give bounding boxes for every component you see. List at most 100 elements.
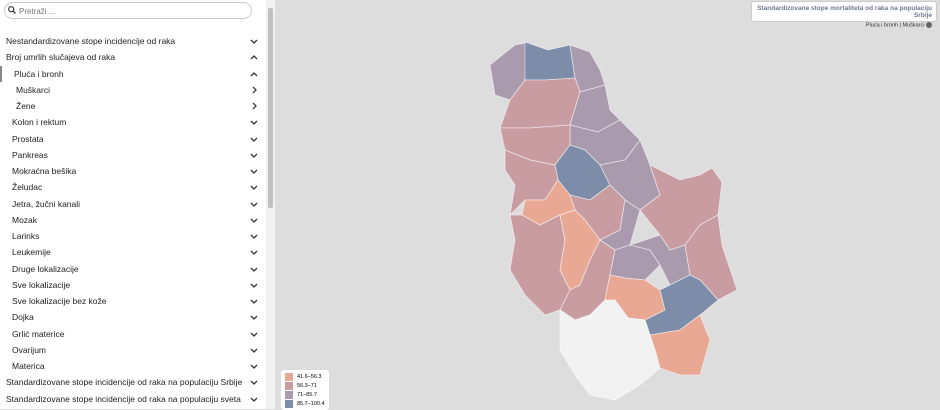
- chevron-line: [250, 153, 258, 158]
- legend-swatch: [285, 373, 293, 381]
- chevron-line: [250, 267, 258, 272]
- scrollbar-thumb[interactable]: [268, 8, 273, 208]
- menu-item[interactable]: Žene: [0, 98, 262, 114]
- legend-label: 71–85.7: [297, 392, 317, 398]
- chevron-line: [250, 283, 258, 288]
- chevron: [250, 267, 258, 272]
- menu-label: Materica: [12, 361, 45, 371]
- menu-item[interactable]: Dojka: [0, 309, 262, 325]
- menu-label: Broj umrlih slučajeva od raka: [6, 52, 116, 63]
- menu-label: Larinks: [12, 231, 40, 241]
- menu-item[interactable]: Standardizovane stope incidencije od rak…: [0, 374, 262, 390]
- menu-item[interactable]: Nestandardizovane stope incidencije od r…: [0, 33, 262, 49]
- menu-item[interactable]: Mokraćna bešika: [0, 163, 262, 179]
- sidebar: Pretraži ... Nestandardizovane stope inc…: [0, 0, 266, 409]
- chevron-line: [250, 332, 258, 337]
- legend-item: 85.7–100.4: [285, 400, 325, 408]
- chevron: [250, 332, 258, 337]
- legend-item: 56.3–71: [285, 382, 317, 390]
- chevron: [250, 299, 258, 304]
- menu-item[interactable]: Druge lokalizacije: [0, 261, 262, 277]
- legend-swatch: [285, 400, 293, 408]
- chevron-line: [250, 234, 258, 239]
- legend-label: 85.7–100.4: [297, 401, 325, 407]
- map: [489, 41, 738, 401]
- menu-item[interactable]: Grlić materice: [0, 326, 262, 342]
- menu-item[interactable]: Broj umrlih slučajeva od raka: [0, 49, 262, 65]
- search-box[interactable]: Pretraži ...: [4, 2, 252, 19]
- chevron-line: [252, 86, 257, 94]
- menu-item[interactable]: Leukemije: [0, 244, 262, 260]
- menu-label: Dojka: [12, 312, 34, 323]
- chevron: [250, 71, 258, 76]
- chevron: [252, 102, 257, 110]
- chevron: [250, 397, 258, 402]
- legend-swatch: [285, 382, 293, 390]
- search-icon: [8, 6, 16, 14]
- menu-label: Mokraćna bešika: [12, 166, 77, 176]
- legend-swatch: [285, 391, 293, 399]
- chevron: [250, 39, 258, 44]
- chevron-line: [250, 364, 258, 369]
- map-subtitle: Pluća i bronh | Muškarci: [752, 22, 932, 28]
- menu-label: Standardizovane stope incidencije od rak…: [6, 393, 241, 404]
- menu-item[interactable]: Pluća i bronh: [0, 65, 262, 82]
- menu-item[interactable]: Ovarijum: [0, 342, 262, 358]
- chevron: [250, 218, 258, 223]
- chevron: [250, 153, 258, 158]
- menu-label: Grlić materice: [12, 328, 65, 339]
- menu-item[interactable]: Sve lokalizacije: [0, 277, 262, 293]
- menu-label: Želudac: [12, 182, 43, 193]
- menu-item[interactable]: Pankreas: [0, 147, 262, 163]
- menu-label: Nestandardizovane stope incidencije od r…: [6, 36, 176, 46]
- chevron-line: [250, 380, 258, 386]
- chevron-line: [250, 137, 258, 142]
- chevron-line: [250, 120, 258, 126]
- menu-label: Standardizovane stope incidencije od rak…: [6, 377, 243, 388]
- chevron: [250, 202, 258, 207]
- chevron-line: [250, 169, 258, 174]
- chevron: [250, 169, 258, 174]
- chevron: [250, 315, 258, 321]
- menu-item[interactable]: Želudac: [0, 179, 262, 195]
- chevron: [250, 234, 258, 239]
- menu-label: Leukemije: [12, 247, 51, 258]
- chevron-line: [250, 185, 258, 191]
- map-title: Standardizovane stope mortaliteta od rak…: [757, 5, 932, 19]
- menu-item[interactable]: Jetra, žučni kanali: [0, 196, 262, 212]
- chevron-line: [250, 55, 258, 60]
- menu-label: Žene: [16, 101, 36, 111]
- map-title-box: Standardizovane stope mortaliteta od rak…: [751, 1, 937, 28]
- chevron-line: [250, 39, 258, 44]
- region[interactable]: [524, 41, 576, 81]
- chevron-line: [250, 348, 258, 353]
- chevron-line: [250, 299, 258, 304]
- chevron-line: [250, 202, 258, 207]
- chevron-line: [250, 218, 258, 223]
- menu-label: Ovarijum: [12, 344, 47, 355]
- menu-item[interactable]: Kolon i rektum: [0, 114, 262, 130]
- menu-item[interactable]: Muškarci: [0, 82, 262, 98]
- legend-label: 56.3–71: [297, 383, 317, 389]
- chevron: [250, 185, 258, 191]
- menu-item[interactable]: Larinks: [0, 228, 262, 244]
- region[interactable]: [559, 299, 661, 401]
- legend-item: 41.6–56.3: [285, 373, 321, 381]
- menu-item[interactable]: Sve lokalizacije bez kože: [0, 293, 262, 309]
- menu-label: Mozak: [12, 214, 38, 225]
- menu-item[interactable]: Standardizovane stope incidencije od rak…: [0, 391, 262, 407]
- chevron: [250, 348, 258, 353]
- info-icon[interactable]: [926, 22, 932, 28]
- chevron: [250, 55, 258, 60]
- chevron: [250, 283, 258, 288]
- menu-item[interactable]: Prostata: [0, 131, 262, 147]
- legend: 41.6–56.3 56.3–71 71–85.7 85.7–100.4: [281, 370, 329, 410]
- menu-label: Druge lokalizacije: [12, 263, 79, 274]
- chevron: [252, 86, 257, 94]
- chevron: [250, 120, 258, 126]
- menu-item[interactable]: Mozak: [0, 212, 262, 228]
- menu-item[interactable]: Materica: [0, 358, 262, 374]
- chevron-line: [250, 71, 258, 76]
- chevron: [250, 250, 258, 256]
